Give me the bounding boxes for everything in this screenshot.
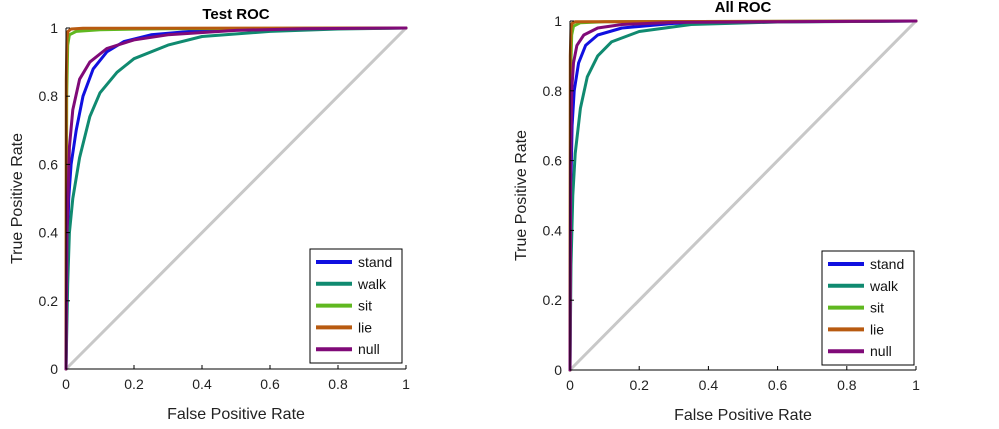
y-tick-label: 0.4	[39, 225, 59, 241]
chart-panel-2: All ROC 0 0.2 0.4 0.6 0.8 1 0 0.2 0.4 0.6 0.8 1 False…	[513, 0, 920, 424]
diagonal-reference-line	[64, 26, 408, 371]
legend-label-lie: lie	[358, 319, 372, 335]
legend: stand walk sit lie null	[309, 248, 403, 364]
chart-title: All ROC	[715, 0, 772, 16]
y-tick-label: 1	[554, 13, 562, 29]
y-tick-label: 0.2	[39, 293, 59, 309]
y-tick-label: 0.6	[543, 153, 563, 169]
x-tick-label: 1	[402, 376, 410, 392]
legend-label-lie: lie	[870, 321, 884, 337]
x-tick-label: 0.8	[328, 376, 348, 392]
x-axis-label: False Positive Rate	[167, 406, 305, 423]
y-tick-label: 0	[554, 362, 562, 378]
series-line-walk	[568, 19, 918, 372]
y-tick-label: 1	[50, 20, 58, 36]
chart-title: Test ROC	[202, 6, 269, 23]
legend: stand walk sit lie null	[821, 250, 915, 366]
x-tick-label: 0.2	[124, 376, 144, 392]
legend-label-stand: stand	[358, 254, 392, 270]
y-tick-label: 0.4	[543, 222, 563, 238]
legend-label-walk: walk	[869, 278, 899, 294]
series-line-walk	[64, 26, 408, 371]
series-line-null	[568, 19, 918, 372]
x-tick-label: 0	[566, 377, 574, 393]
chart-panel-1: Test ROC 0 0.2 0.4 0.6 0.8 1 0 0.2 0.4 0.6 0.8 1 Fals…	[9, 6, 410, 423]
x-tick-label: 0.6	[260, 376, 280, 392]
y-tick-label: 0.8	[543, 83, 563, 99]
legend-label-null: null	[870, 343, 892, 359]
x-tick-label: 0.8	[837, 377, 857, 393]
legend-label-stand: stand	[870, 256, 904, 272]
x-tick-label: 0.4	[192, 376, 212, 392]
y-tick-label: 0.6	[39, 156, 59, 172]
legend-label-walk: walk	[357, 276, 387, 292]
x-tick-label: 0.4	[699, 377, 719, 393]
y-axis-label: True Positive Rate	[513, 130, 530, 261]
y-tick-label: 0.2	[543, 292, 563, 308]
y-tick-label: 0	[50, 361, 58, 377]
y-tick-label: 0.8	[39, 88, 59, 104]
series-line-null	[64, 26, 408, 371]
legend-label-sit: sit	[358, 298, 372, 314]
diagonal-reference-line	[568, 19, 918, 372]
legend-label-null: null	[358, 341, 380, 357]
y-axis-label: True Positive Rate	[9, 133, 26, 264]
x-axis-label: False Positive Rate	[674, 407, 812, 424]
x-tick-label: 0.2	[629, 377, 649, 393]
x-tick-label: 0.6	[768, 377, 788, 393]
x-tick-label: 0	[62, 376, 70, 392]
x-tick-label: 1	[912, 377, 920, 393]
legend-label-sit: sit	[870, 300, 884, 316]
